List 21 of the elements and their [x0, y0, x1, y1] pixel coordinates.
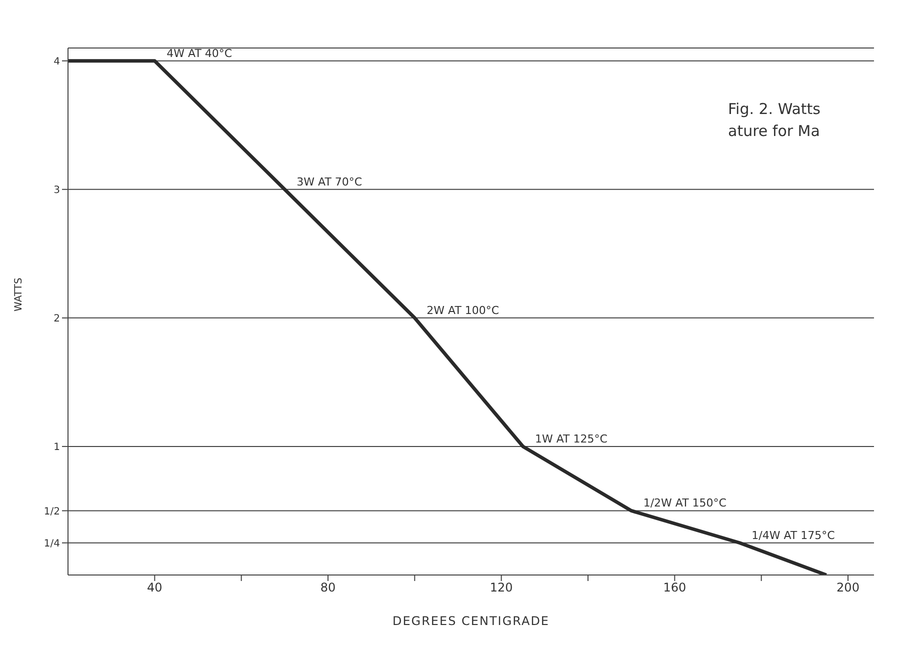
- annotation: 2W AT 100°C: [426, 304, 500, 317]
- annotation: 4W AT 40°C: [166, 46, 232, 60]
- annotation: 3W AT 70°C: [296, 175, 362, 188]
- x-tick-label: 40: [147, 580, 162, 595]
- y-tick-label: 1: [54, 442, 60, 454]
- annotation: 1/2W AT 150°C: [643, 496, 727, 510]
- annotation: 1/4W AT 175°C: [752, 528, 836, 542]
- y-axis-title: WATTS: [14, 278, 25, 312]
- y-tick-label: 1/4: [44, 538, 60, 550]
- annotation: ature for Ma: [728, 121, 820, 142]
- y-tick-label: 3: [54, 184, 60, 196]
- x-tick-label: 200: [836, 580, 860, 595]
- annotation: 1W AT 125°C: [535, 432, 608, 446]
- x-tick-label: 80: [320, 580, 336, 595]
- x-tick-label: 120: [490, 580, 513, 595]
- x-axis-title: DEGREES CENTIGRADE: [392, 614, 550, 628]
- x-tick-label: 160: [663, 580, 686, 595]
- y-tick-label: 4: [54, 56, 60, 68]
- annotation: Fig. 2. Watts: [728, 99, 820, 120]
- y-tick-label: 2: [54, 313, 60, 324]
- y-tick-label: 1/2: [44, 506, 60, 518]
